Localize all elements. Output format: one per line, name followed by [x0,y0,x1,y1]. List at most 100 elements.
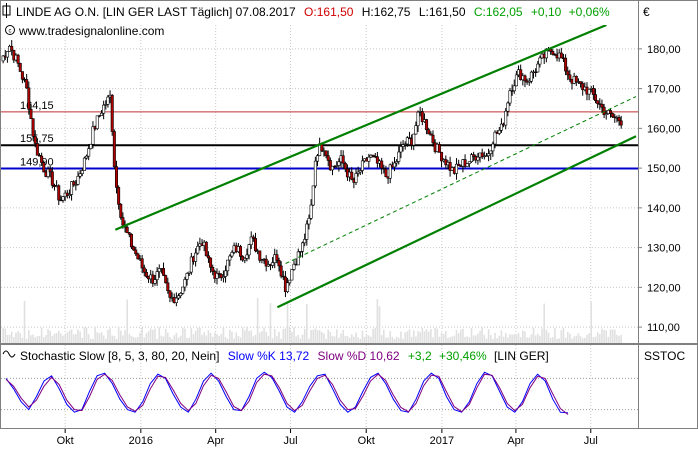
volume-bar [239,337,242,343]
volume-bar [154,328,156,343]
candle-body [587,88,591,95]
volume-bar [504,332,507,343]
candle-body [204,241,208,257]
candle-body [37,154,41,157]
volume-bar [359,338,362,343]
candle-body [142,267,146,273]
volume-bar [353,336,355,343]
x-tick-label: 2016 [129,435,153,447]
volume-bar [104,338,107,343]
candle-body [189,256,193,273]
candle-body [288,279,292,284]
volume-bar [368,335,370,343]
volume-bar [575,335,578,343]
volume-bar [45,335,47,343]
candle-body [427,129,431,135]
volume-bar [522,330,524,343]
volume-bar [241,327,244,343]
volume-bar [569,333,571,343]
chart-window-icon[interactable] [2,3,11,18]
volume-bar [132,336,135,343]
candle-body [61,196,65,201]
volume-bar [487,329,490,343]
volume-bar [49,330,51,343]
candle-body [112,131,116,167]
volume-bar [126,299,128,343]
candle-body [330,165,334,171]
volume-bar [62,335,64,343]
candle-body [134,249,138,255]
candle-body [559,52,563,59]
y-tick-label: 110,00 [647,322,680,334]
volume-bar [40,327,43,343]
candle-body [97,115,101,117]
volume-bar [509,334,511,343]
candle-body [467,161,471,164]
candle-body [596,100,600,105]
volume-bar [231,331,233,343]
volume-bar [605,330,608,343]
volume-bar [107,329,109,343]
candle-body [29,108,33,119]
candle-body [358,170,362,173]
candle-body [579,81,583,84]
candle-body [245,254,249,259]
volume-bar [599,334,601,343]
candle-body [405,137,409,145]
volume-bar [355,332,357,343]
volume-bar [483,334,486,343]
volume-bar [164,328,167,343]
volume-bar [23,300,26,343]
volume-bar [220,334,223,343]
indicator-panel-label: SSTOC [644,349,685,363]
x-tick-label: Apr [507,435,524,447]
volume-bar [214,332,216,343]
candle-body [281,275,285,278]
volume-bar [412,330,415,343]
volume-bar [346,336,349,343]
candle-body [429,133,433,136]
volume-bars [2,298,622,343]
volume-bar [325,338,327,343]
wave-icon[interactable] [2,350,16,358]
volume-bar [216,334,218,343]
y-tick-label: 120,00 [647,282,681,294]
volume-bar [564,337,567,343]
volume-bar [519,337,522,343]
candle-body [243,258,247,261]
candle-body [196,245,200,254]
candle-body [493,131,497,145]
volume-bar [267,335,270,343]
candle-body [253,238,257,252]
candle-body [132,246,136,251]
candle-body [42,162,46,173]
volume-bar [314,328,317,343]
volume-bar [477,333,479,343]
volume-bar [494,332,496,343]
volume-bar [357,337,359,343]
candle-body [16,54,20,64]
volume-bar [554,327,556,343]
candle-body [491,143,495,152]
volume-bar [406,331,409,343]
candle-body [127,232,131,235]
y-tick-label: 140,00 [647,203,681,215]
candle-body [271,262,275,266]
volume-bar [425,329,428,343]
candle-body [40,155,44,163]
volume-bar [534,335,537,343]
candle-body [566,70,570,76]
volume-bar [19,333,22,343]
currency-symbol: € [643,5,650,19]
candle-body [33,135,37,144]
volume-bar [28,329,30,343]
volume-bar [34,337,37,343]
candle-body [91,126,95,145]
volume-bar [457,333,460,343]
candle-body [221,276,225,279]
candle-body [70,181,74,195]
volume-bar [549,337,552,343]
volume-bar [391,336,394,343]
candle-body [499,123,503,131]
